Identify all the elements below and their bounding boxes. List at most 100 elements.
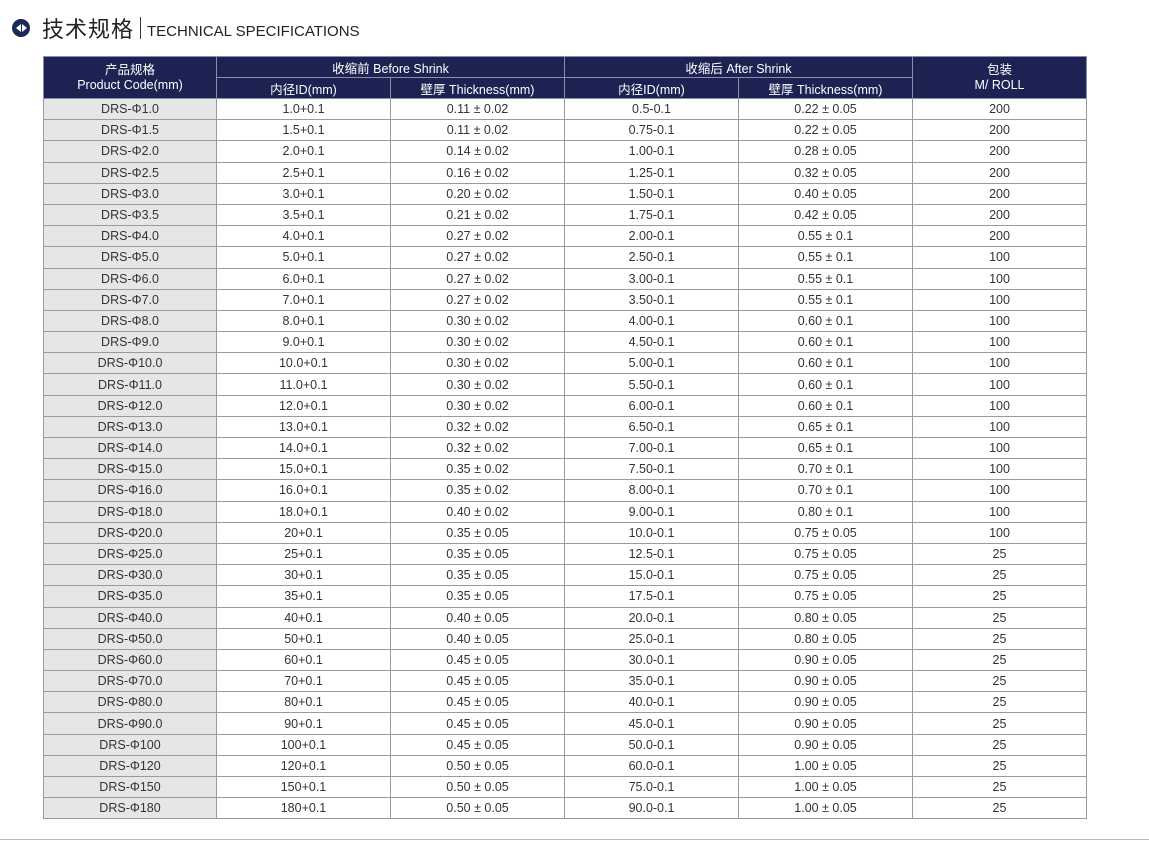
cell-after-id: 0.5-0.1 — [564, 97, 739, 121]
cell-after-id: 60.0-0.1 — [564, 754, 739, 778]
spec-table-body: DRS-Φ1.0 1.0+0.1 0.11 ± 0.02 0.5-0.1 0.22 ± … — [43, 97, 1087, 820]
cell-packaging: 100 — [912, 500, 1087, 523]
cell-after-thickness: 0.65 ± 0.1 — [738, 436, 913, 460]
cell-before-id: 10.0+0.1 — [216, 352, 391, 375]
cell-product-code: DRS-Φ14.0 — [43, 436, 217, 460]
cell-after-id: 17.5-0.1 — [564, 585, 739, 608]
cell-product-code: DRS-Φ1.0 — [43, 97, 217, 121]
cell-product-code: DRS-Φ2.0 — [43, 140, 217, 163]
cell-after-id: 15.0-0.1 — [564, 564, 739, 587]
table-row: DRS-Φ25.0 25+0.1 0.35 ± 0.05 12.5-0.1 0.75 ±… — [43, 542, 1087, 566]
cell-packaging: 100 — [912, 521, 1087, 544]
cell-after-id: 90.0-0.1 — [564, 797, 739, 820]
cell-after-id: 2.00-0.1 — [564, 225, 739, 248]
cell-packaging: 25 — [912, 648, 1087, 672]
cell-before-id: 8.0+0.1 — [216, 309, 391, 333]
cell-packaging: 25 — [912, 585, 1087, 608]
cell-before-id: 35+0.1 — [216, 585, 391, 608]
cell-before-thickness: 0.40 ± 0.05 — [390, 627, 565, 650]
cell-after-thickness: 0.90 ± 0.05 — [738, 691, 913, 714]
cell-after-id: 2.50-0.1 — [564, 246, 739, 269]
cell-before-id: 60+0.1 — [216, 648, 391, 672]
cell-before-thickness: 0.50 ± 0.05 — [390, 775, 565, 799]
cell-packaging: 200 — [912, 182, 1087, 205]
cell-before-id: 5.0+0.1 — [216, 246, 391, 269]
cell-before-id: 4.0+0.1 — [216, 225, 391, 248]
cell-before-thickness: 0.30 ± 0.02 — [390, 352, 565, 375]
cell-after-thickness: 0.22 ± 0.05 — [738, 97, 913, 121]
cell-after-id: 1.25-0.1 — [564, 161, 739, 184]
cell-before-thickness: 0.45 ± 0.05 — [390, 733, 565, 756]
cell-packaging: 100 — [912, 246, 1087, 269]
cell-after-thickness: 0.90 ± 0.05 — [738, 733, 913, 756]
cell-product-code: DRS-Φ70.0 — [43, 670, 217, 693]
cell-after-thickness: 1.00 ± 0.05 — [738, 775, 913, 799]
cell-after-id: 5.50-0.1 — [564, 373, 739, 396]
cell-product-code: DRS-Φ180 — [43, 797, 217, 820]
table-row: DRS-Φ11.0 11.0+0.1 0.30 ± 0.02 5.50-0.1 0.60… — [43, 373, 1087, 396]
cell-after-thickness: 0.28 ± 0.05 — [738, 140, 913, 163]
cell-before-id: 11.0+0.1 — [216, 373, 391, 396]
cell-packaging: 100 — [912, 415, 1087, 439]
cell-packaging: 100 — [912, 479, 1087, 502]
cell-product-code: DRS-Φ18.0 — [43, 500, 217, 523]
cell-after-id: 6.00-0.1 — [564, 394, 739, 417]
cell-after-id: 35.0-0.1 — [564, 670, 739, 693]
header-after-shrink: 收缩后 After Shrink — [564, 56, 913, 78]
cell-after-id: 30.0-0.1 — [564, 648, 739, 672]
cell-before-thickness: 0.45 ± 0.05 — [390, 648, 565, 672]
cell-packaging: 100 — [912, 436, 1087, 460]
cell-after-thickness: 0.75 ± 0.05 — [738, 564, 913, 587]
header-before-shrink: 收缩前 Before Shrink — [216, 56, 565, 78]
cell-after-thickness: 0.90 ± 0.05 — [738, 648, 913, 672]
cell-product-code: DRS-Φ3.5 — [43, 203, 217, 227]
cell-after-thickness: 0.60 ± 0.1 — [738, 394, 913, 417]
cell-packaging: 200 — [912, 140, 1087, 163]
title-en: TECHNICAL SPECIFICATIONS — [147, 22, 360, 40]
cell-before-thickness: 0.30 ± 0.02 — [390, 373, 565, 396]
cell-after-id: 3.50-0.1 — [564, 288, 739, 311]
cell-product-code: DRS-Φ90.0 — [43, 712, 217, 735]
cell-after-thickness: 0.42 ± 0.05 — [738, 203, 913, 227]
cell-product-code: DRS-Φ25.0 — [43, 542, 217, 566]
cell-product-code: DRS-Φ12.0 — [43, 394, 217, 417]
cell-after-id: 45.0-0.1 — [564, 712, 739, 735]
table-row: DRS-Φ14.0 14.0+0.1 0.32 ± 0.02 7.00-0.1 0.65… — [43, 436, 1087, 460]
cell-after-thickness: 0.60 ± 0.1 — [738, 373, 913, 396]
cell-before-thickness: 0.27 ± 0.02 — [390, 246, 565, 269]
cell-before-thickness: 0.30 ± 0.02 — [390, 394, 565, 417]
cell-before-id: 80+0.1 — [216, 691, 391, 714]
cell-after-id: 10.0-0.1 — [564, 521, 739, 544]
table-row: DRS-Φ35.0 35+0.1 0.35 ± 0.05 17.5-0.1 0.75 ±… — [43, 585, 1087, 608]
cell-before-id: 7.0+0.1 — [216, 288, 391, 311]
cell-after-id: 25.0-0.1 — [564, 627, 739, 650]
cell-before-id: 180+0.1 — [216, 797, 391, 820]
cell-before-id: 25+0.1 — [216, 542, 391, 566]
cell-before-id: 50+0.1 — [216, 627, 391, 650]
cell-packaging: 100 — [912, 288, 1087, 311]
cell-before-thickness: 0.40 ± 0.02 — [390, 500, 565, 523]
table-row: DRS-Φ16.0 16.0+0.1 0.35 ± 0.02 8.00-0.1 0.70… — [43, 479, 1087, 502]
cell-before-id: 12.0+0.1 — [216, 394, 391, 417]
cell-after-id: 1.50-0.1 — [564, 182, 739, 205]
cell-before-thickness: 0.30 ± 0.02 — [390, 331, 565, 354]
cell-product-code: DRS-Φ100 — [43, 733, 217, 756]
cell-after-id: 50.0-0.1 — [564, 733, 739, 756]
table-row: DRS-Φ9.0 9.0+0.1 0.30 ± 0.02 4.50-0.1 0.60 ±… — [43, 331, 1087, 354]
cell-before-id: 90+0.1 — [216, 712, 391, 735]
table-row: DRS-Φ50.0 50+0.1 0.40 ± 0.05 25.0-0.1 0.80 ±… — [43, 627, 1087, 650]
cell-before-thickness: 0.20 ± 0.02 — [390, 182, 565, 205]
cell-after-thickness: 1.00 ± 0.05 — [738, 797, 913, 820]
circle-arrows-icon — [12, 19, 30, 37]
cell-after-id: 12.5-0.1 — [564, 542, 739, 566]
header-before-thickness: 壁厚 Thickness(mm) — [390, 77, 565, 99]
cell-packaging: 100 — [912, 309, 1087, 333]
cell-after-id: 75.0-0.1 — [564, 775, 739, 799]
cell-packaging: 200 — [912, 203, 1087, 227]
table-row: DRS-Φ20.0 20+0.1 0.35 ± 0.05 10.0-0.1 0.75 ±… — [43, 521, 1087, 544]
cell-before-id: 6.0+0.1 — [216, 267, 391, 290]
table-row: DRS-Φ8.0 8.0+0.1 0.30 ± 0.02 4.00-0.1 0.60 ±… — [43, 309, 1087, 333]
header-after-thickness: 壁厚 Thickness(mm) — [738, 77, 913, 99]
cell-product-code: DRS-Φ6.0 — [43, 267, 217, 290]
cell-before-thickness: 0.27 ± 0.02 — [390, 288, 565, 311]
